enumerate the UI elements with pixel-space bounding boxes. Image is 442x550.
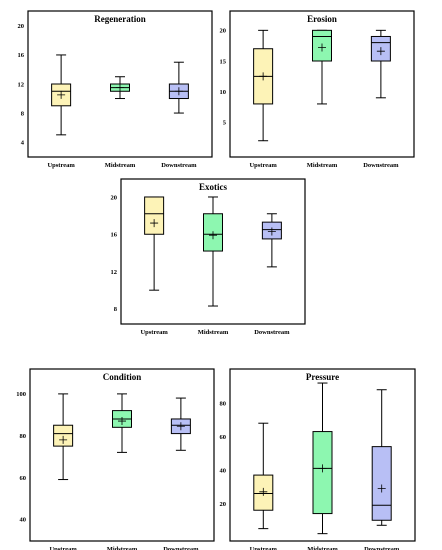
panel-title: Condition bbox=[103, 372, 142, 382]
x-category-label: Upstream bbox=[249, 162, 277, 169]
box-downstream bbox=[261, 213, 282, 268]
x-category-label: Midstream bbox=[107, 546, 138, 550]
box-upstream bbox=[51, 54, 72, 136]
box-upstream bbox=[144, 196, 165, 291]
x-category-label: Upstream bbox=[47, 162, 75, 169]
box-midstream bbox=[203, 196, 223, 307]
y-tick-label: 16 bbox=[111, 232, 118, 239]
y-tick-label: 8 bbox=[21, 110, 25, 117]
y-tick-label: 10 bbox=[220, 89, 227, 96]
mean-marker bbox=[209, 231, 217, 240]
y-tick-label: 60 bbox=[220, 434, 227, 441]
y-tick-label: 12 bbox=[18, 81, 25, 88]
mean-marker bbox=[259, 487, 268, 496]
x-category-label: Downstream bbox=[363, 162, 399, 169]
mean-marker bbox=[57, 90, 66, 99]
iqr-box bbox=[53, 424, 74, 447]
x-category-label: Upstream bbox=[140, 329, 168, 336]
panel-condition: Condition 40 60 80 100 Upstream Midstream Downs… bbox=[16, 368, 215, 550]
y-tick-label: 4 bbox=[21, 139, 25, 146]
mean-marker bbox=[259, 72, 268, 81]
box-downstream bbox=[371, 389, 392, 526]
panel-title: Pressure bbox=[306, 372, 339, 382]
y-tick-label: 12 bbox=[111, 269, 118, 276]
panel-pressure: Pressure 20 40 60 80 Upstream Midstream Downstr… bbox=[220, 368, 416, 550]
x-category-label: Midstream bbox=[198, 329, 229, 336]
mean-marker bbox=[318, 43, 326, 52]
y-tick-label: 100 bbox=[16, 391, 26, 398]
box-midstream bbox=[312, 29, 332, 105]
y-tick-label: 80 bbox=[220, 400, 227, 407]
box-midstream bbox=[312, 382, 333, 535]
box-upstream bbox=[253, 422, 274, 530]
x-category-label: Downstream bbox=[254, 329, 290, 336]
mean-marker bbox=[376, 47, 385, 56]
x-category-label: Midstream bbox=[105, 162, 136, 169]
x-category-label: Upstream bbox=[49, 546, 77, 550]
panel-title: Erosion bbox=[307, 14, 337, 24]
x-category-label: Downstream bbox=[364, 546, 400, 550]
mean-marker bbox=[377, 484, 386, 493]
mean-marker bbox=[118, 417, 126, 426]
y-tick-label: 20 bbox=[220, 28, 227, 35]
mean-marker bbox=[116, 83, 124, 92]
mean-marker bbox=[176, 422, 185, 431]
y-tick-label: 80 bbox=[20, 433, 27, 440]
box-downstream bbox=[170, 397, 191, 451]
y-tick-label: 40 bbox=[20, 517, 27, 524]
y-tick-label: 20 bbox=[111, 194, 118, 201]
panel-title: Regeneration bbox=[94, 14, 146, 24]
y-tick-label: 20 bbox=[18, 23, 25, 30]
box-midstream bbox=[110, 76, 130, 100]
mean-marker bbox=[150, 219, 159, 228]
x-category-label: Midstream bbox=[307, 546, 338, 550]
box-downstream bbox=[168, 61, 189, 114]
y-tick-label: 20 bbox=[220, 501, 227, 508]
mean-marker bbox=[318, 464, 327, 473]
x-category-label: Midstream bbox=[307, 162, 338, 169]
panel-regeneration: Regeneration 4 8 12 16 20 Upstream Midstream Dow… bbox=[18, 10, 213, 169]
box-downstream bbox=[370, 29, 391, 99]
y-tick-label: 16 bbox=[18, 52, 25, 59]
mean-marker bbox=[174, 87, 183, 96]
panel-erosion: Erosion 5 10 15 20 Upstream Midstream Downstrea… bbox=[220, 10, 415, 169]
y-tick-label: 5 bbox=[223, 120, 227, 127]
x-category-label: Downstream bbox=[163, 546, 199, 550]
iqr-box bbox=[144, 196, 165, 235]
mean-marker bbox=[267, 227, 276, 236]
y-tick-label: 15 bbox=[220, 58, 227, 65]
panel-title: Exotics bbox=[199, 182, 227, 192]
x-category-label: Upstream bbox=[250, 546, 278, 550]
x-category-label: Downstream bbox=[161, 162, 197, 169]
y-tick-label: 8 bbox=[114, 306, 118, 313]
panel-exotics: Exotics 8 12 16 20 Upstream Midstream Downstrea… bbox=[111, 178, 306, 336]
box-upstream bbox=[53, 393, 74, 481]
box-midstream bbox=[112, 393, 132, 453]
mean-marker bbox=[59, 435, 68, 444]
y-tick-label: 60 bbox=[20, 475, 27, 482]
iqr-box bbox=[371, 446, 392, 521]
y-tick-label: 40 bbox=[220, 467, 227, 474]
iqr-box bbox=[312, 431, 333, 515]
box-upstream bbox=[253, 29, 274, 142]
